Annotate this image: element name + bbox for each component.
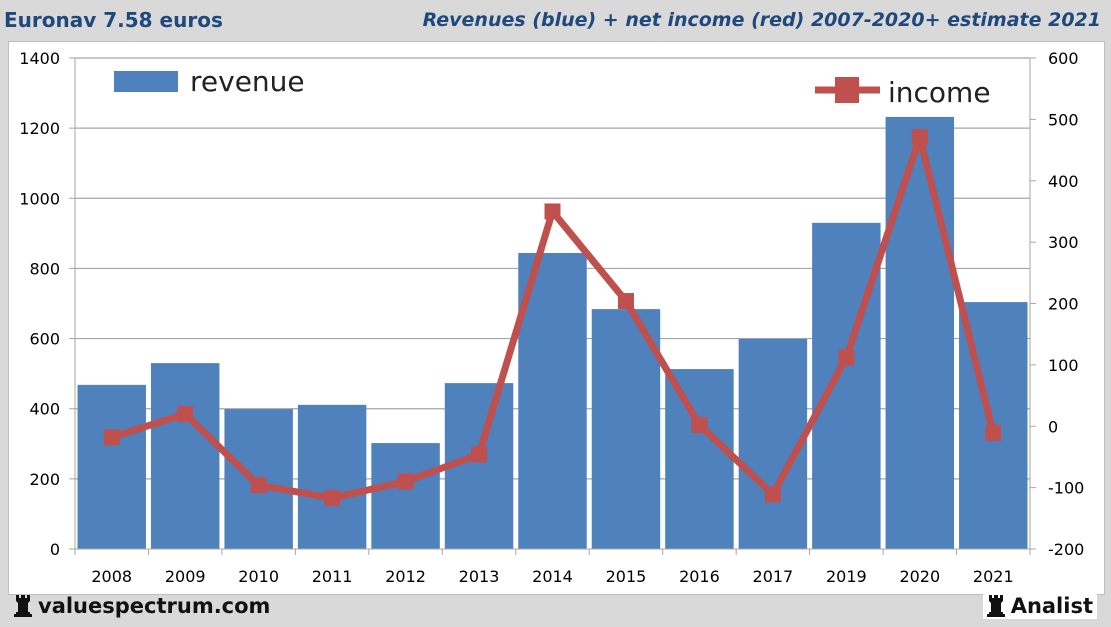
- right-tick-label: 300: [1048, 233, 1079, 252]
- left-tick-label: 600: [29, 330, 60, 349]
- valuespectrum-link[interactable]: valuespectrum.com: [38, 594, 271, 618]
- revenue-bar: [297, 404, 367, 549]
- axes: 0 200 400 600 800 1000 1200 1400 -200 -100 0 100 200…: [19, 49, 1084, 586]
- income-marker: [691, 417, 708, 434]
- income-line: [103, 129, 1002, 507]
- income-marker: [985, 425, 1002, 442]
- rook-icon: [986, 595, 1005, 617]
- analist-label: Analist: [1010, 594, 1093, 618]
- income-marker: [397, 473, 414, 490]
- left-tick-label: 800: [29, 259, 60, 278]
- income-marker: [617, 293, 634, 310]
- x-tick-label: 2012: [385, 567, 426, 586]
- legend-revenue-swatch: [114, 71, 178, 92]
- revenue-bar: [150, 363, 220, 549]
- income-marker: [250, 477, 267, 494]
- income-marker: [103, 429, 120, 446]
- revenue-bar: [738, 338, 808, 549]
- footer-brand-left: valuespectrum.com: [14, 594, 270, 618]
- x-tick-label: 2020: [899, 567, 940, 586]
- rook-icon: [14, 595, 32, 617]
- income-marker: [544, 203, 561, 220]
- x-tick-label: 2011: [312, 567, 353, 586]
- legend: revenue income: [114, 65, 991, 109]
- x-tick-label: 2009: [165, 567, 206, 586]
- footer-brand-right: Analist: [982, 593, 1097, 619]
- legend-revenue-label: revenue: [190, 65, 305, 98]
- x-tick-label: 2010: [238, 567, 279, 586]
- revenue-bar: [812, 222, 881, 550]
- revenue-bar: [77, 384, 146, 549]
- income-marker: [764, 486, 781, 503]
- income-marker: [324, 490, 341, 507]
- income-marker: [471, 446, 488, 463]
- right-tick-label: 500: [1048, 110, 1079, 129]
- left-tick-label: 1400: [19, 49, 60, 68]
- x-tick-label: 2019: [826, 567, 867, 586]
- right-tick-label: 400: [1048, 172, 1079, 191]
- x-tick-label: 2013: [459, 567, 500, 586]
- right-tick-label: 0: [1048, 417, 1058, 436]
- revenue-bar: [591, 309, 661, 549]
- legend-income-label: income: [888, 76, 991, 109]
- revenue-bar: [885, 116, 955, 550]
- right-tick-label: -200: [1048, 540, 1084, 559]
- x-tick-label: 2017: [753, 567, 794, 586]
- revenue-bar: [371, 443, 440, 549]
- left-tick-label: 0: [50, 540, 60, 559]
- revenue-bars: [77, 116, 1028, 550]
- legend-income-marker: [835, 77, 859, 103]
- right-tick-label: 600: [1048, 49, 1079, 68]
- income-marker: [838, 349, 855, 366]
- revenue-bar: [518, 252, 587, 550]
- chart-title-right: Revenues (blue) + net income (red) 2007-…: [422, 9, 1101, 31]
- left-tick-label: 400: [29, 400, 60, 419]
- x-tick-label: 2021: [973, 567, 1014, 586]
- revenue-bar: [665, 369, 734, 549]
- income-marker: [911, 129, 928, 146]
- right-tick-label: -100: [1048, 479, 1084, 498]
- chart-title-left: Euronav 7.58 euros: [4, 8, 223, 32]
- right-tick-label: 200: [1048, 295, 1079, 314]
- x-tick-label: 2008: [91, 567, 132, 586]
- x-tick-label: 2014: [532, 567, 573, 586]
- left-tick-label: 1200: [19, 119, 60, 138]
- income-marker: [177, 405, 194, 422]
- x-tick-label: 2015: [606, 567, 647, 586]
- left-tick-label: 1000: [19, 189, 60, 208]
- x-tick-label: 2016: [679, 567, 720, 586]
- right-tick-label: 100: [1048, 356, 1079, 375]
- left-tick-label: 200: [29, 470, 60, 489]
